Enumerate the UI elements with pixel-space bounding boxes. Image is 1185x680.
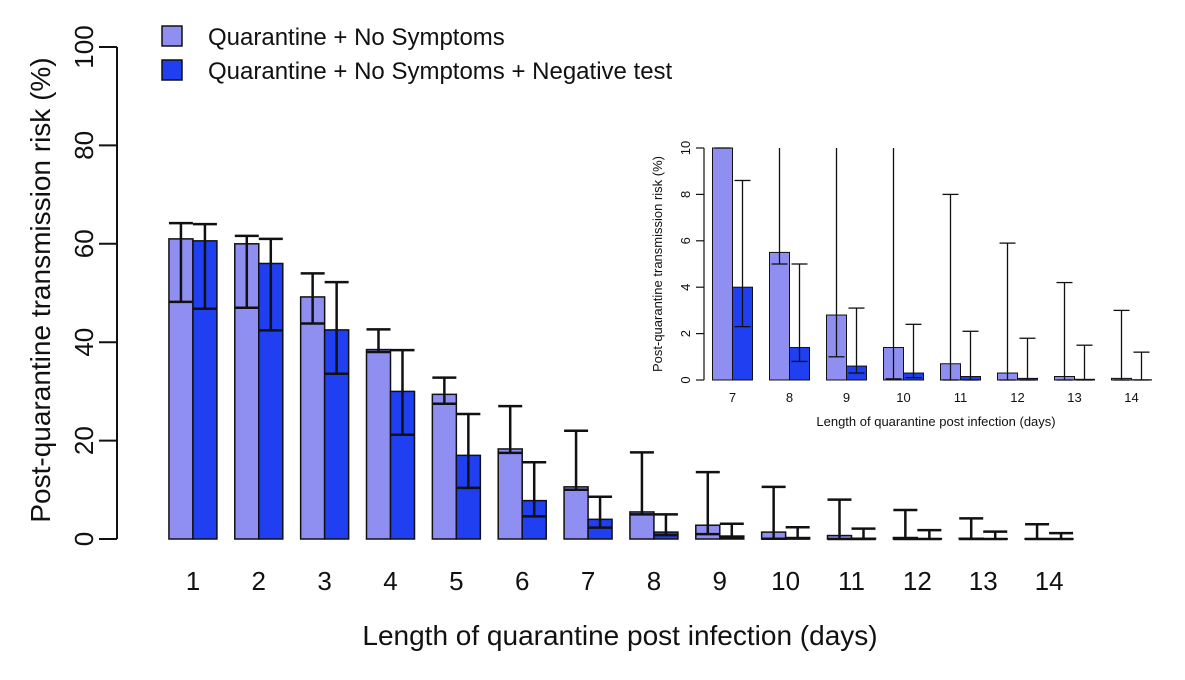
x-tick-label: 3 (317, 566, 331, 596)
x-tick-label: 14 (1124, 390, 1138, 405)
x-axis-title: Length of quarantine post infection (day… (362, 620, 877, 651)
x-tick-label: 9 (843, 390, 850, 405)
x-tick-label: 2 (252, 566, 266, 596)
legend-label-quarantine-no-symptoms: Quarantine + No Symptoms (208, 24, 505, 51)
y-tick-label: 60 (69, 229, 99, 258)
bar (498, 449, 522, 539)
y-tick-label: 20 (69, 426, 99, 455)
legend: Quarantine + No Symptoms Quarantine + No… (162, 24, 673, 85)
bar (367, 350, 391, 539)
x-tick-label: 10 (771, 566, 800, 596)
x-tick-label: 11 (838, 566, 865, 596)
inset-plot: 0 2 4 6 8 10 7 8 9 10 11 12 13 14 Length of quarantine… (650, 141, 1152, 429)
y-tick-label: 8 (678, 191, 693, 198)
x-tick-label: 1 (186, 566, 200, 596)
x-tick-label: 10 (896, 390, 910, 405)
x-tick-label: 9 (713, 566, 727, 596)
legend-swatch-quarantine-no-symptoms (162, 26, 182, 46)
x-tick-label: 12 (903, 566, 932, 596)
x-tick-label: 8 (647, 566, 661, 596)
x-tick-label: 12 (1010, 390, 1024, 405)
x-tick-label: 8 (786, 390, 793, 405)
y-tick-label: 0 (678, 376, 693, 383)
y-tick-label: 40 (69, 328, 99, 357)
y-tick-label: 80 (69, 131, 99, 160)
x-tick-label: 7 (581, 566, 595, 596)
y-axis-title: Post-quarantine transmission risk (%) (650, 156, 665, 372)
x-axis-title: Length of quarantine post infection (day… (816, 414, 1055, 429)
legend-label-quarantine-negative-test: Quarantine + No Symptoms + Negative test (208, 58, 673, 85)
bar (432, 394, 456, 539)
y-tick-label: 2 (678, 330, 693, 337)
bar (713, 148, 733, 380)
legend-swatch-quarantine-negative-test (162, 60, 182, 80)
y-tick-label: 6 (678, 237, 693, 244)
y-tick-label: 100 (69, 25, 99, 68)
x-tick-label: 14 (1035, 566, 1064, 596)
x-tick-label: 11 (954, 390, 968, 405)
bar (564, 487, 588, 539)
bar (770, 252, 790, 380)
y-tick-label: 0 (69, 532, 99, 546)
y-axis-title: Post-quarantine transmission risk (%) (25, 57, 56, 522)
x-tick-label: 7 (729, 390, 736, 405)
x-tick-label: 6 (515, 566, 529, 596)
bar (301, 297, 325, 539)
y-tick-label: 4 (678, 284, 693, 291)
x-tick-label: 13 (969, 566, 998, 596)
bar (630, 512, 654, 539)
y-tick-label: 10 (678, 141, 693, 155)
x-tick-label: 13 (1067, 390, 1081, 405)
x-tick-label: 5 (449, 566, 463, 596)
x-tick-label: 4 (383, 566, 397, 596)
